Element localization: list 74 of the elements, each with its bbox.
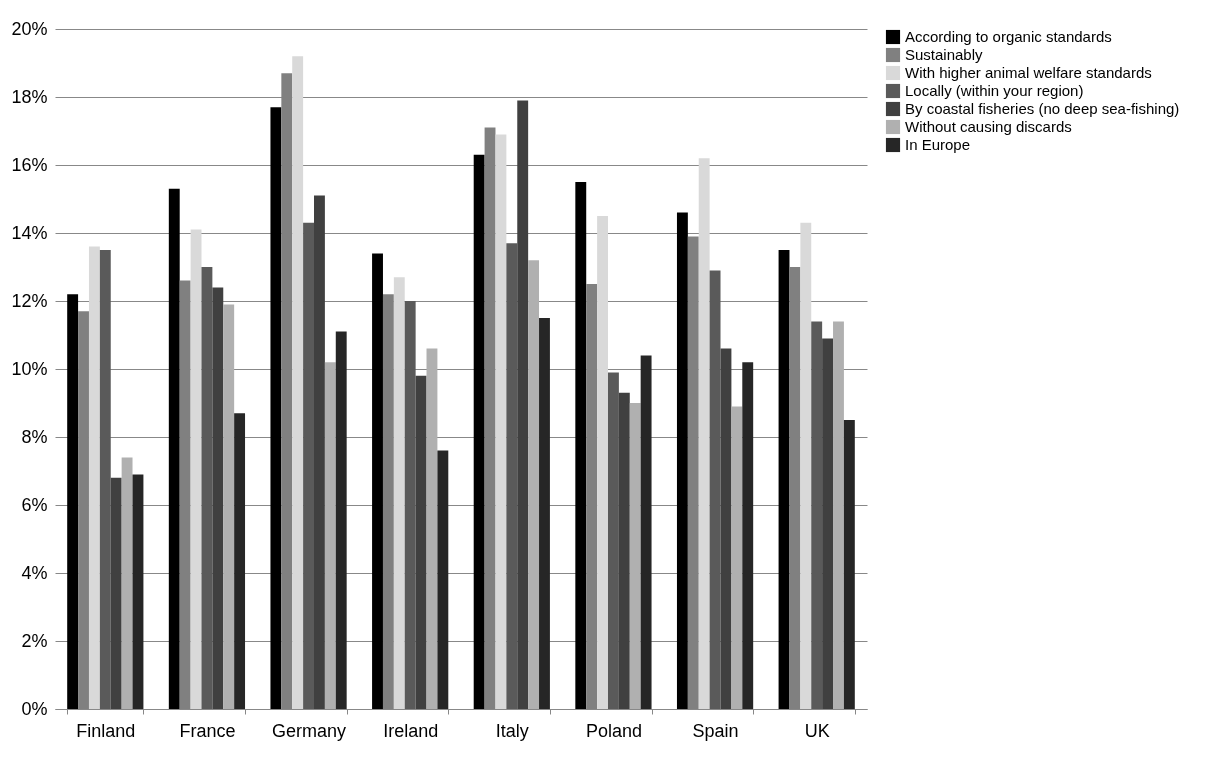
bar [720,348,732,709]
y-tick-label: 18% [11,86,48,107]
bar [843,420,855,709]
bar [88,246,100,709]
bar [393,277,405,709]
bar [234,413,246,709]
bar [67,294,79,709]
bar [223,304,235,709]
bar [110,477,122,709]
legend-label: With higher animal welfare standards [905,64,1152,81]
bar [292,56,304,709]
x-tick-label: Poland [585,720,642,741]
x-tick-label: Ireland [383,720,439,741]
bar [709,270,721,709]
bar [575,182,587,709]
bar [731,406,743,709]
y-tick-label: 0% [21,698,48,719]
y-tick-label: 8% [21,426,48,447]
bar [303,222,314,709]
y-tick-label: 6% [21,494,48,515]
x-tick-label: Spain [692,720,739,741]
y-tick-label: 20% [11,18,48,39]
bar [270,107,282,709]
y-tick-label: 10% [11,358,48,379]
x-tick-label: France [179,720,236,741]
bar [335,331,347,709]
y-tick-label: 14% [11,222,48,243]
bar [778,250,790,709]
bar [822,338,834,709]
legend-label: Without causing discards [905,118,1072,135]
bar [676,212,688,709]
bar [608,372,619,709]
bar [201,267,213,709]
bar [811,321,823,709]
legend-label: Locally (within your region) [905,82,1084,99]
bar [212,287,224,709]
bar [190,229,202,709]
bar [372,253,383,709]
x-tick-label: Finland [76,720,136,741]
bar [597,216,608,709]
x-tick-label: UK [804,720,830,741]
bar [121,457,133,709]
bar [415,375,427,709]
bar [473,154,485,709]
bar [833,321,844,709]
y-tick-label: 4% [21,562,48,583]
y-tick-label: 12% [11,290,48,311]
bar [742,362,754,709]
bar [437,450,449,709]
legend-label: By coastal fisheries (no deep sea-fishing) [905,100,1180,117]
bar [618,392,630,709]
bar [324,362,336,709]
legend-label: According to organic standards [905,28,1112,45]
x-tick-label: Germany [272,720,347,741]
bar [506,243,518,709]
bar [800,222,812,709]
bar [404,301,416,709]
bar [99,250,111,709]
bar [539,318,550,709]
legend-label: Sustainably [905,46,984,63]
bar [168,188,180,709]
bar [314,195,325,709]
bar [495,134,507,709]
bar [517,100,529,709]
bar [528,260,540,709]
bar [698,158,710,709]
y-tick-label: 2% [21,630,48,651]
bar [629,403,641,709]
bar [640,355,652,709]
legend-label: In Europe [905,136,971,153]
bar [426,348,438,709]
x-tick-label: Italy [495,720,529,741]
bar [132,474,144,709]
y-tick-label: 16% [11,154,48,175]
